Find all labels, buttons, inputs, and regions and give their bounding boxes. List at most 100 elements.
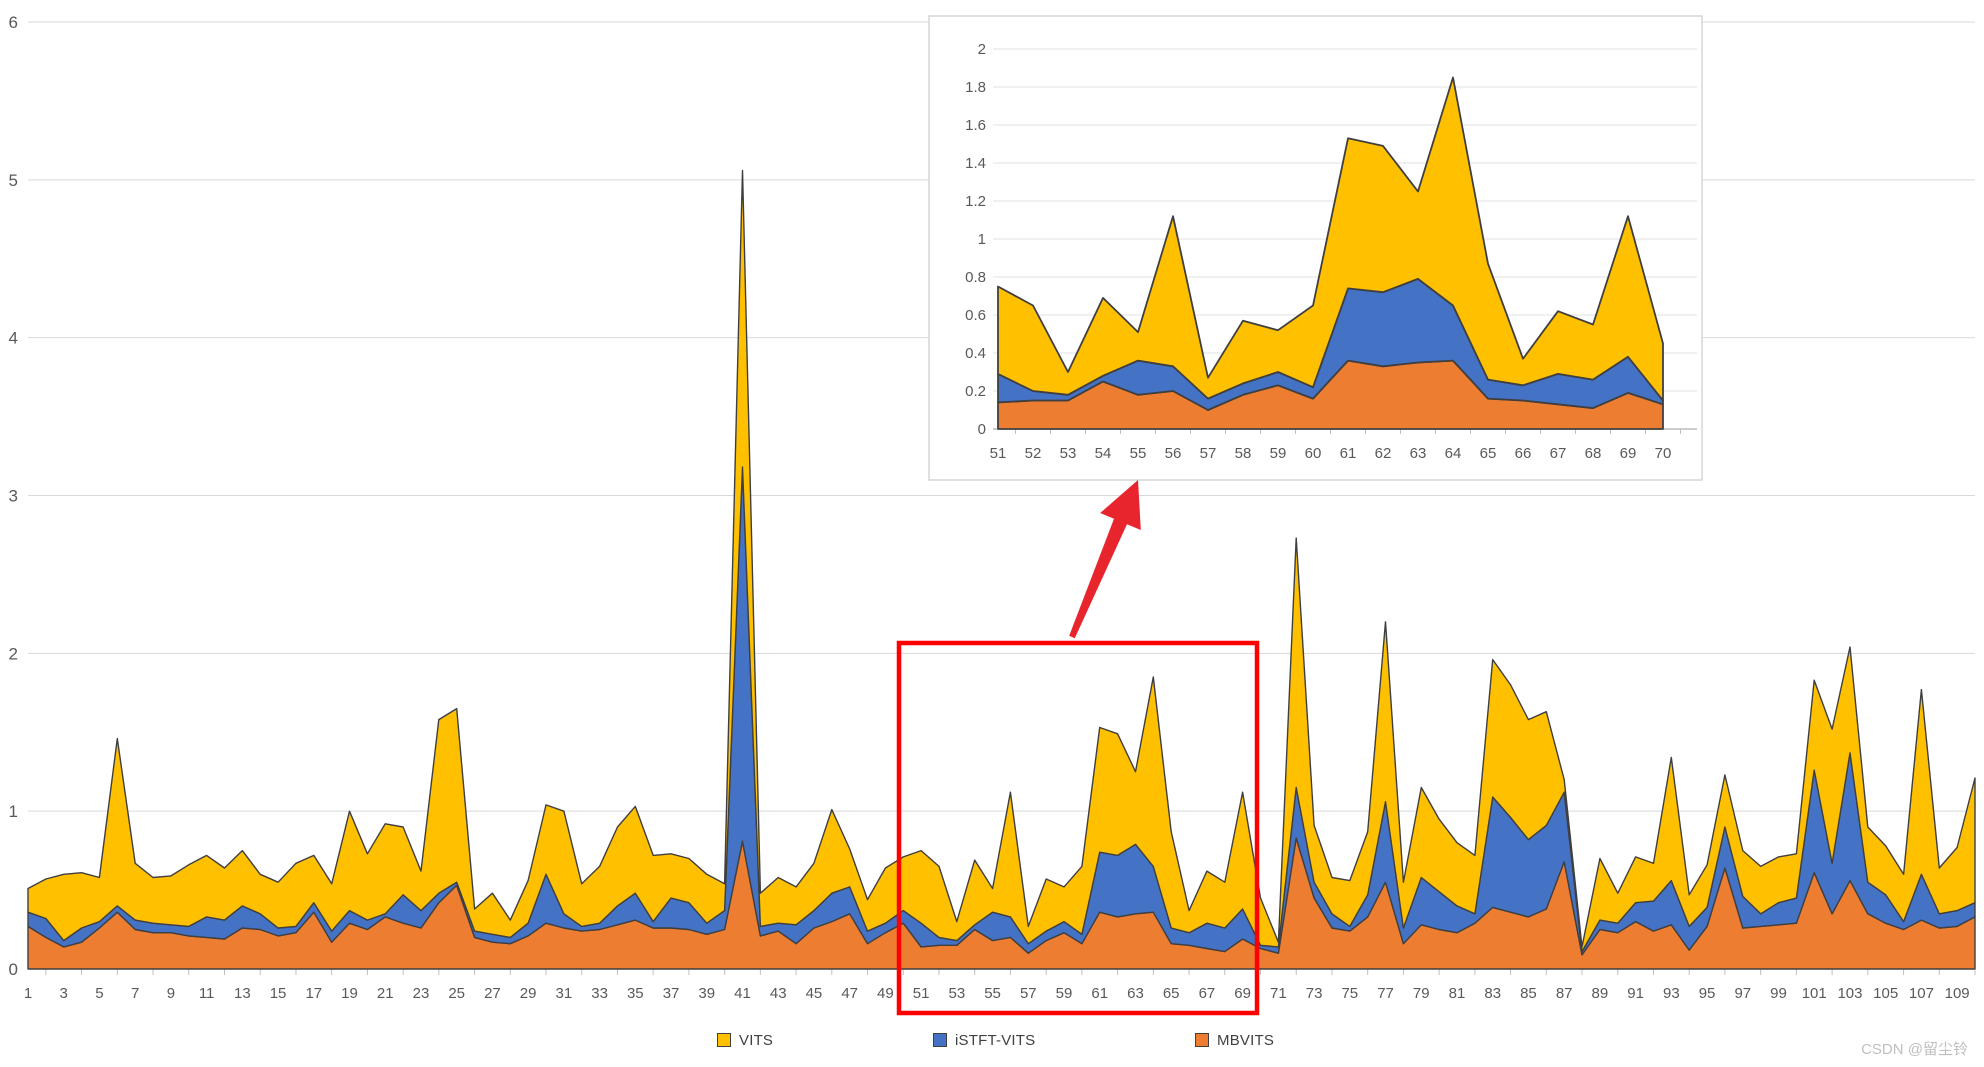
main-x-axis-label: 1 <box>24 985 32 1002</box>
inset-y-axis-label: 1.2 <box>965 193 986 210</box>
main-x-axis-label: 15 <box>270 985 287 1002</box>
main-x-axis-label: 63 <box>1127 985 1144 1002</box>
main-x-axis-label: 39 <box>698 985 715 1002</box>
main-x-axis-label: 95 <box>1699 985 1716 1002</box>
watermark: CSDN @留尘铃 <box>1861 1041 1968 1058</box>
legend-label: VITS <box>739 1031 774 1049</box>
main-x-axis-label: 3 <box>60 985 68 1002</box>
main-x-axis-label: 73 <box>1306 985 1323 1002</box>
inset-y-axis-label: 1.6 <box>965 117 986 134</box>
inset-x-axis-label: 64 <box>1445 445 1462 462</box>
inset-x-axis-label: 65 <box>1480 445 1497 462</box>
legend-label: MBVITS <box>1217 1031 1275 1049</box>
main-x-axis-label: 43 <box>770 985 787 1002</box>
inset-x-axis-label: 59 <box>1270 445 1287 462</box>
inset-x-axis-label: 61 <box>1340 445 1357 462</box>
chart-legend: VITS iSTFT-VITS MBVITS <box>0 1029 1984 1055</box>
main-x-axis-label: 91 <box>1627 985 1644 1002</box>
main-x-axis-label: 101 <box>1802 985 1827 1002</box>
main-x-axis-label: 23 <box>413 985 430 1002</box>
main-y-axis-label: 5 <box>9 171 18 190</box>
inset-x-axis-label: 55 <box>1130 445 1147 462</box>
main-x-axis-label: 89 <box>1592 985 1609 1002</box>
inset-y-axis-label: 0 <box>978 421 986 438</box>
inset-x-axis-label: 57 <box>1200 445 1217 462</box>
main-x-axis-label: 85 <box>1520 985 1537 1002</box>
main-x-axis-label: 41 <box>734 985 751 1002</box>
main-y-axis-label: 3 <box>9 487 18 506</box>
main-x-axis-label: 17 <box>305 985 322 1002</box>
main-x-axis-label: 93 <box>1663 985 1680 1002</box>
legend-swatch-icon <box>933 1033 947 1047</box>
main-x-axis-label: 107 <box>1909 985 1934 1002</box>
inset-x-axis-label: 58 <box>1235 445 1252 462</box>
main-y-axis-label: 6 <box>9 13 18 32</box>
inset-y-axis-label: 2 <box>978 41 986 58</box>
main-x-axis-label: 49 <box>877 985 894 1002</box>
main-x-axis-label: 9 <box>167 985 175 1002</box>
main-x-axis-label: 31 <box>556 985 573 1002</box>
legend-label: iSTFT-VITS <box>955 1031 1036 1049</box>
main-x-axis-label: 59 <box>1056 985 1073 1002</box>
inset-x-axis-label: 62 <box>1375 445 1392 462</box>
main-x-axis-label: 19 <box>341 985 358 1002</box>
inset-y-axis-label: 1.4 <box>965 155 986 172</box>
inset-y-axis-label: 1.8 <box>965 79 986 96</box>
main-x-axis-label: 33 <box>591 985 608 1002</box>
legend-swatch-icon <box>717 1033 731 1047</box>
main-x-axis-label: 97 <box>1734 985 1751 1002</box>
main-y-axis-label: 4 <box>9 329 18 348</box>
zoom-arrow <box>1069 480 1141 639</box>
inset-y-axis-label: 0.8 <box>965 269 986 286</box>
main-x-axis-label: 87 <box>1556 985 1573 1002</box>
inset-x-axis-label: 54 <box>1095 445 1112 462</box>
main-x-axis-label: 53 <box>949 985 966 1002</box>
main-x-axis-label: 47 <box>841 985 858 1002</box>
inset-y-axis-label: 0.6 <box>965 307 986 324</box>
main-x-axis-label: 69 <box>1234 985 1251 1002</box>
main-x-axis-label: 105 <box>1873 985 1898 1002</box>
main-x-axis-label: 5 <box>95 985 103 1002</box>
main-y-axis-label: 1 <box>9 802 18 821</box>
main-x-axis-label: 79 <box>1413 985 1430 1002</box>
main-x-axis-label: 61 <box>1091 985 1108 1002</box>
inset-x-axis-label: 56 <box>1165 445 1182 462</box>
series-area-vits <box>997 76 1664 402</box>
main-x-axis-label: 77 <box>1377 985 1394 1002</box>
main-x-axis-label: 29 <box>520 985 537 1002</box>
main-x-axis-label: 45 <box>806 985 823 1002</box>
main-x-axis-label: 99 <box>1770 985 1787 1002</box>
inset-y-axis-label: 0.4 <box>965 345 986 362</box>
legend-item-istft-vits: iSTFT-VITS <box>933 1029 1035 1051</box>
main-x-axis-label: 7 <box>131 985 139 1002</box>
main-x-axis-label: 11 <box>199 985 215 1002</box>
legend-swatch-icon <box>1195 1033 1209 1047</box>
main-x-axis-label: 67 <box>1199 985 1216 1002</box>
highlight-box <box>896 640 1260 1016</box>
inset-x-axis-label: 52 <box>1025 445 1042 462</box>
inset-x-axis-label: 66 <box>1515 445 1532 462</box>
series-area-vits <box>27 169 1976 953</box>
main-x-axis-label: 35 <box>627 985 644 1002</box>
main-x-axis-label: 81 <box>1449 985 1466 1002</box>
main-x-axis-label: 65 <box>1163 985 1180 1002</box>
main-x-axis-label: 37 <box>663 985 680 1002</box>
inset-zoom-chart: 0 0.2 0.4 0.6 0.8 1 1.2 1.4 1.6 1.8 2 51 52 53 54 55 56 5… <box>928 15 1703 481</box>
main-x-axis-label: 57 <box>1020 985 1037 1002</box>
inset-x-axis-label: 68 <box>1585 445 1602 462</box>
inset-y-axis-label: 1 <box>978 231 986 248</box>
main-x-axis-label: 83 <box>1484 985 1501 1002</box>
inset-x-axis-label: 60 <box>1305 445 1322 462</box>
main-x-axis-label: 25 <box>448 985 465 1002</box>
inset-x-axis-label: 53 <box>1060 445 1077 462</box>
main-x-axis-label: 103 <box>1837 985 1862 1002</box>
inset-y-axis-label: 0.2 <box>965 383 986 400</box>
main-x-axis-label: 27 <box>484 985 501 1002</box>
main-x-axis-label: 75 <box>1341 985 1358 1002</box>
legend-item-mbvits: MBVITS <box>1195 1029 1274 1051</box>
inset-x-axis-label: 51 <box>990 445 1007 462</box>
main-x-axis-label: 71 <box>1270 985 1287 1002</box>
inset-x-axis-label: 67 <box>1550 445 1567 462</box>
